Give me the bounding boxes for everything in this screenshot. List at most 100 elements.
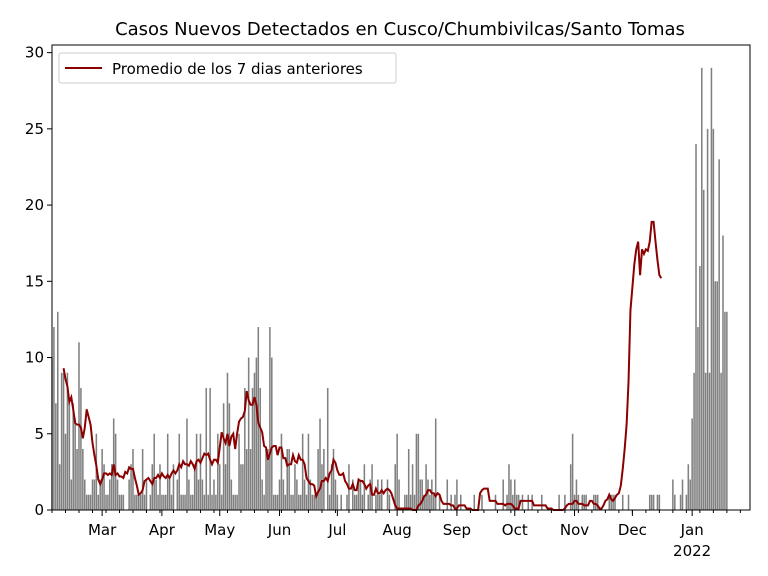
bar	[280, 433, 283, 510]
bar	[263, 494, 265, 510]
bar	[76, 449, 78, 510]
bar	[512, 494, 514, 510]
bar	[170, 494, 173, 510]
bar	[332, 449, 335, 510]
bar	[311, 494, 314, 510]
bar	[336, 494, 339, 510]
bar	[93, 479, 96, 510]
bar	[614, 494, 616, 510]
bar	[222, 403, 225, 510]
bar	[80, 388, 82, 510]
bar	[120, 494, 123, 510]
bar	[272, 494, 275, 510]
bar	[292, 494, 294, 510]
bar	[434, 418, 437, 510]
bar	[429, 494, 431, 510]
bar	[714, 281, 717, 510]
bar	[53, 327, 55, 510]
bar	[276, 494, 279, 510]
bar	[109, 479, 111, 510]
bar	[284, 494, 287, 510]
bar	[195, 433, 198, 510]
bar	[118, 494, 121, 510]
bar	[346, 494, 348, 510]
bar	[454, 494, 456, 510]
bar	[417, 433, 420, 510]
legend-label: Promedio de los 7 dias anteriores	[112, 60, 363, 78]
bar	[228, 403, 231, 510]
y-tick-label: 5	[34, 425, 44, 443]
bar	[253, 372, 256, 510]
bar	[207, 494, 209, 510]
x-tick-label: Sep	[443, 521, 471, 539]
bar	[695, 144, 697, 510]
bar	[340, 494, 342, 510]
bar	[371, 464, 373, 510]
bar	[681, 479, 684, 510]
x-tick-label: Jul	[327, 521, 346, 539]
bar	[244, 388, 246, 510]
bar	[693, 372, 695, 510]
bar	[91, 479, 94, 510]
bar	[190, 494, 192, 510]
bar	[689, 479, 691, 510]
bar	[282, 479, 285, 510]
legend: Promedio de los 7 dias anteriores	[58, 52, 397, 84]
bar	[521, 494, 524, 510]
bar	[423, 494, 425, 510]
bar	[726, 311, 728, 510]
bar	[274, 494, 277, 510]
bar	[278, 479, 281, 510]
bar	[122, 494, 125, 510]
bar	[97, 494, 100, 510]
bar	[180, 494, 182, 510]
bar	[540, 494, 543, 510]
bar	[319, 418, 321, 510]
bar	[407, 449, 410, 510]
bar	[375, 494, 377, 510]
bar	[64, 433, 67, 510]
bar	[594, 494, 597, 510]
bar	[697, 327, 699, 510]
bar	[691, 418, 693, 510]
x-tick-label: Apr	[149, 521, 176, 539]
bar	[353, 494, 356, 510]
bar	[286, 449, 289, 510]
bar	[242, 464, 244, 510]
bar	[564, 494, 566, 510]
bar	[191, 494, 194, 510]
bar	[172, 464, 175, 510]
y-tick-label: 15	[25, 272, 44, 290]
bar	[411, 464, 414, 510]
bar	[621, 494, 624, 510]
bar	[585, 494, 587, 510]
bar	[178, 433, 181, 510]
bar	[290, 494, 292, 510]
bar	[103, 464, 105, 510]
bar	[415, 433, 418, 510]
bar	[610, 494, 612, 510]
bar	[315, 494, 317, 510]
bar	[398, 479, 400, 510]
bar	[710, 67, 713, 511]
bar	[138, 494, 140, 510]
bar	[294, 464, 296, 510]
bar	[68, 403, 71, 510]
bar	[236, 494, 238, 510]
bar	[359, 479, 362, 510]
bar	[265, 449, 267, 510]
bar	[317, 449, 319, 510]
bar	[303, 479, 306, 510]
bar	[130, 464, 132, 510]
bar	[215, 494, 217, 510]
bar	[72, 403, 74, 510]
bar	[515, 494, 518, 510]
bar	[299, 494, 302, 510]
bar	[203, 494, 206, 510]
x-tick-label: Dec	[618, 521, 647, 539]
bar	[168, 479, 171, 510]
bar	[155, 479, 157, 510]
bar	[569, 464, 572, 510]
bar	[205, 388, 208, 510]
bar	[74, 418, 76, 510]
